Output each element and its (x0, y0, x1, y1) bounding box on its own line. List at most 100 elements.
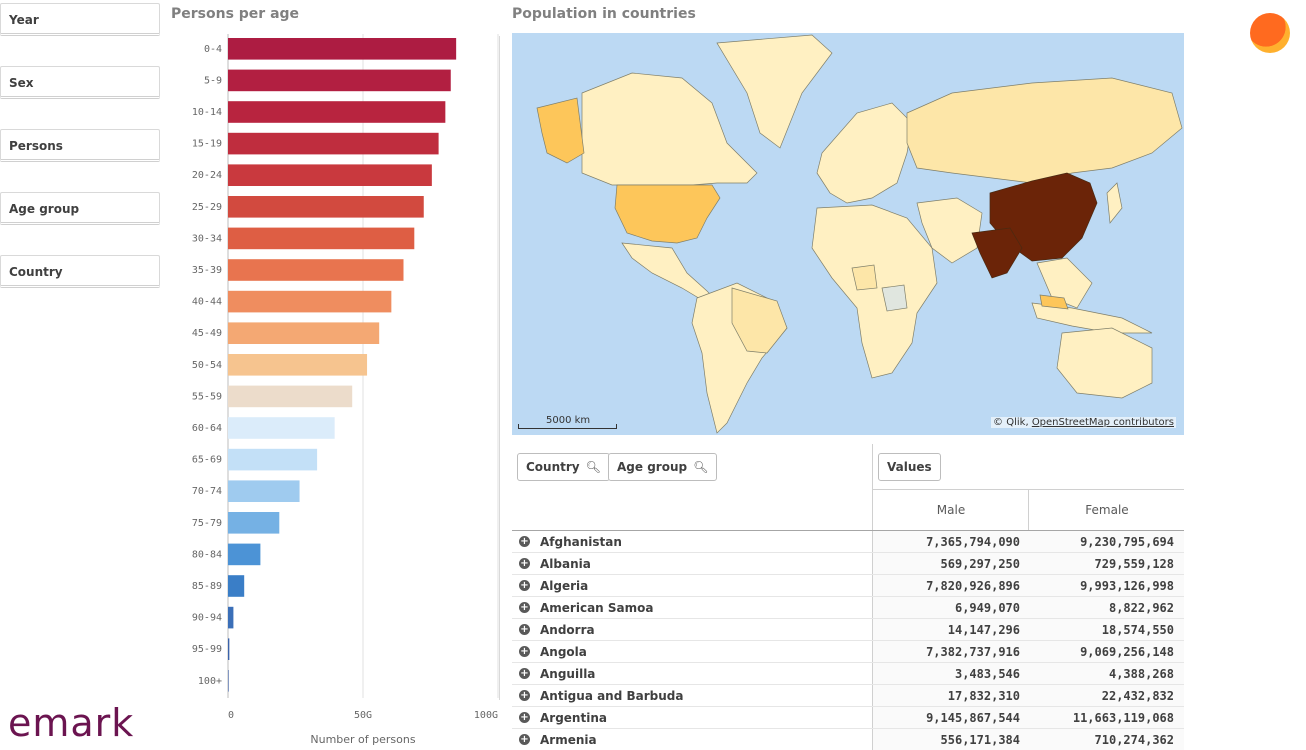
expand-plus-icon[interactable]: + (519, 712, 530, 723)
expand-plus-icon[interactable]: + (519, 690, 530, 701)
persons-per-age-chart[interactable]: 0 50G 100G 0-4 5-9 10-14 15-19 20-24 25-29 30-34 3… (170, 30, 500, 750)
pivot-table[interactable]: Country 🔍︎ Age group 🔍︎ Values Male Female… (512, 444, 1184, 750)
y-tick-label: 20-24 (192, 170, 222, 181)
row-male-value: 7,365,794,090 (926, 535, 1020, 549)
filter-year[interactable]: Year (0, 3, 160, 36)
filter-year-label: Year (9, 13, 39, 27)
table-row[interactable]: + Armenia 556,171,384 710,274,362 (512, 729, 1184, 750)
table-row[interactable]: + Albania 569,297,250 729,559,128 (512, 553, 1184, 575)
table-row[interactable]: + Anguilla 3,483,546 4,388,268 (512, 663, 1184, 685)
expand-plus-icon[interactable]: + (519, 602, 530, 613)
filter-sex[interactable]: Sex (0, 66, 160, 99)
row-female-value: 8,822,962 (1108, 601, 1174, 615)
value-cell-bg (873, 729, 1184, 750)
y-tick-label: 55-59 (192, 391, 222, 402)
bar-95-99[interactable] (228, 638, 230, 660)
row-female-value: 18,574,550 (1101, 623, 1174, 637)
bar-55-59[interactable] (228, 385, 353, 408)
value-cell-bg (873, 685, 1184, 706)
bar-45-49[interactable] (228, 322, 380, 344)
row-male-value: 7,382,737,916 (926, 645, 1020, 659)
x-axis-label: Number of persons (310, 733, 415, 746)
bar-75-79[interactable] (228, 512, 280, 534)
y-tick-label: 15-19 (192, 139, 222, 150)
filter-country[interactable]: Country (0, 255, 160, 288)
bar-50-54[interactable] (228, 354, 368, 376)
bar-20-24[interactable] (228, 164, 432, 186)
measure-chip-values[interactable]: Values (878, 453, 941, 481)
row-male-value: 556,171,384 (940, 733, 1020, 747)
bar-100+[interactable] (228, 670, 229, 692)
filter-persons-label: Persons (9, 139, 63, 153)
bar-85-89[interactable] (228, 575, 245, 597)
land-medium (731, 77, 1183, 354)
map-scale-bar (518, 424, 617, 429)
bar-90-94[interactable] (228, 606, 234, 629)
table-row[interactable]: + Antigua and Barbuda 17,832,310 22,432,832 (512, 685, 1184, 707)
bar-5-9[interactable] (228, 69, 451, 92)
x-tick-label: 100G (474, 710, 498, 721)
row-female-value: 11,663,119,068 (1072, 711, 1174, 725)
value-cell-bg (873, 707, 1184, 728)
bar-80-84[interactable] (228, 543, 261, 566)
value-cell-bg (873, 619, 1184, 640)
row-male-value: 569,297,250 (940, 557, 1020, 571)
x-tick-label: 0 (228, 710, 234, 721)
row-male-value: 9,145,867,544 (926, 711, 1020, 725)
dimension-chip-country[interactable]: Country 🔍︎ (517, 453, 610, 481)
column-header-male[interactable]: Male (936, 503, 966, 517)
row-female-value: 22,432,832 (1101, 689, 1174, 703)
bar-10-14[interactable] (228, 101, 446, 123)
search-icon: 🔍︎ (693, 460, 709, 474)
y-tick-label: 5-9 (204, 75, 222, 86)
row-country: Afghanistan (540, 535, 622, 549)
bar-0-4[interactable] (228, 38, 457, 60)
row-country: Antigua and Barbuda (540, 689, 684, 703)
bar-25-29[interactable] (228, 196, 424, 218)
expand-plus-icon[interactable]: + (519, 536, 530, 547)
column-divider (1028, 489, 1029, 530)
bar-65-69[interactable] (228, 448, 318, 471)
row-female-value: 729,559,128 (1094, 557, 1174, 571)
y-tick-label: 70-74 (192, 486, 222, 497)
expand-plus-icon[interactable]: + (519, 624, 530, 635)
row-country: Armenia (540, 733, 597, 747)
row-country: Argentina (540, 711, 607, 725)
land-no-data (881, 284, 908, 312)
bar-60-64[interactable] (228, 417, 335, 439)
bar-15-19[interactable] (228, 132, 439, 155)
bar-70-74[interactable] (228, 480, 300, 502)
map-title: Population in countries (512, 6, 696, 22)
expand-plus-icon[interactable]: + (519, 734, 530, 745)
expand-plus-icon[interactable]: + (519, 646, 530, 657)
bar-35-39[interactable] (228, 259, 404, 281)
chip-country-label: Country (526, 460, 580, 474)
y-tick-label: 25-29 (192, 202, 222, 213)
header-divider (872, 444, 873, 750)
table-row[interactable]: + Afghanistan 7,365,794,090 9,230,795,694 (512, 531, 1184, 553)
row-country: Angola (540, 645, 587, 659)
chip-age-group-label: Age group (617, 460, 688, 474)
y-tick-label: 50-54 (192, 360, 222, 371)
table-row[interactable]: + Argentina 9,145,867,544 11,663,119,068 (512, 707, 1184, 729)
world-map[interactable] (512, 33, 1184, 435)
filter-age-group[interactable]: Age group (0, 192, 160, 225)
filter-persons[interactable]: Persons (0, 129, 160, 162)
row-female-value: 710,274,362 (1094, 733, 1174, 747)
row-male-value: 14,147,296 (947, 623, 1020, 637)
expand-plus-icon[interactable]: + (519, 558, 530, 569)
expand-plus-icon[interactable]: + (519, 580, 530, 591)
bar-40-44[interactable] (228, 290, 392, 313)
y-tick-label: 30-34 (192, 233, 222, 244)
table-row[interactable]: + Algeria 7,820,926,896 9,993,126,998 (512, 575, 1184, 597)
column-header-female[interactable]: Female (1085, 503, 1129, 517)
table-row[interactable]: + Angola 7,382,737,916 9,069,256,148 (512, 641, 1184, 663)
table-row[interactable]: + Andorra 14,147,296 18,574,550 (512, 619, 1184, 641)
osm-link[interactable]: OpenStreetMap contributors (1031, 417, 1174, 428)
bar-30-34[interactable] (228, 227, 415, 250)
table-row[interactable]: + American Samoa 6,949,070 8,822,962 (512, 597, 1184, 619)
row-male-value: 17,832,310 (947, 689, 1020, 703)
expand-plus-icon[interactable]: + (519, 668, 530, 679)
row-country: Algeria (540, 579, 589, 593)
dimension-chip-age-group[interactable]: Age group 🔍︎ (608, 453, 718, 481)
